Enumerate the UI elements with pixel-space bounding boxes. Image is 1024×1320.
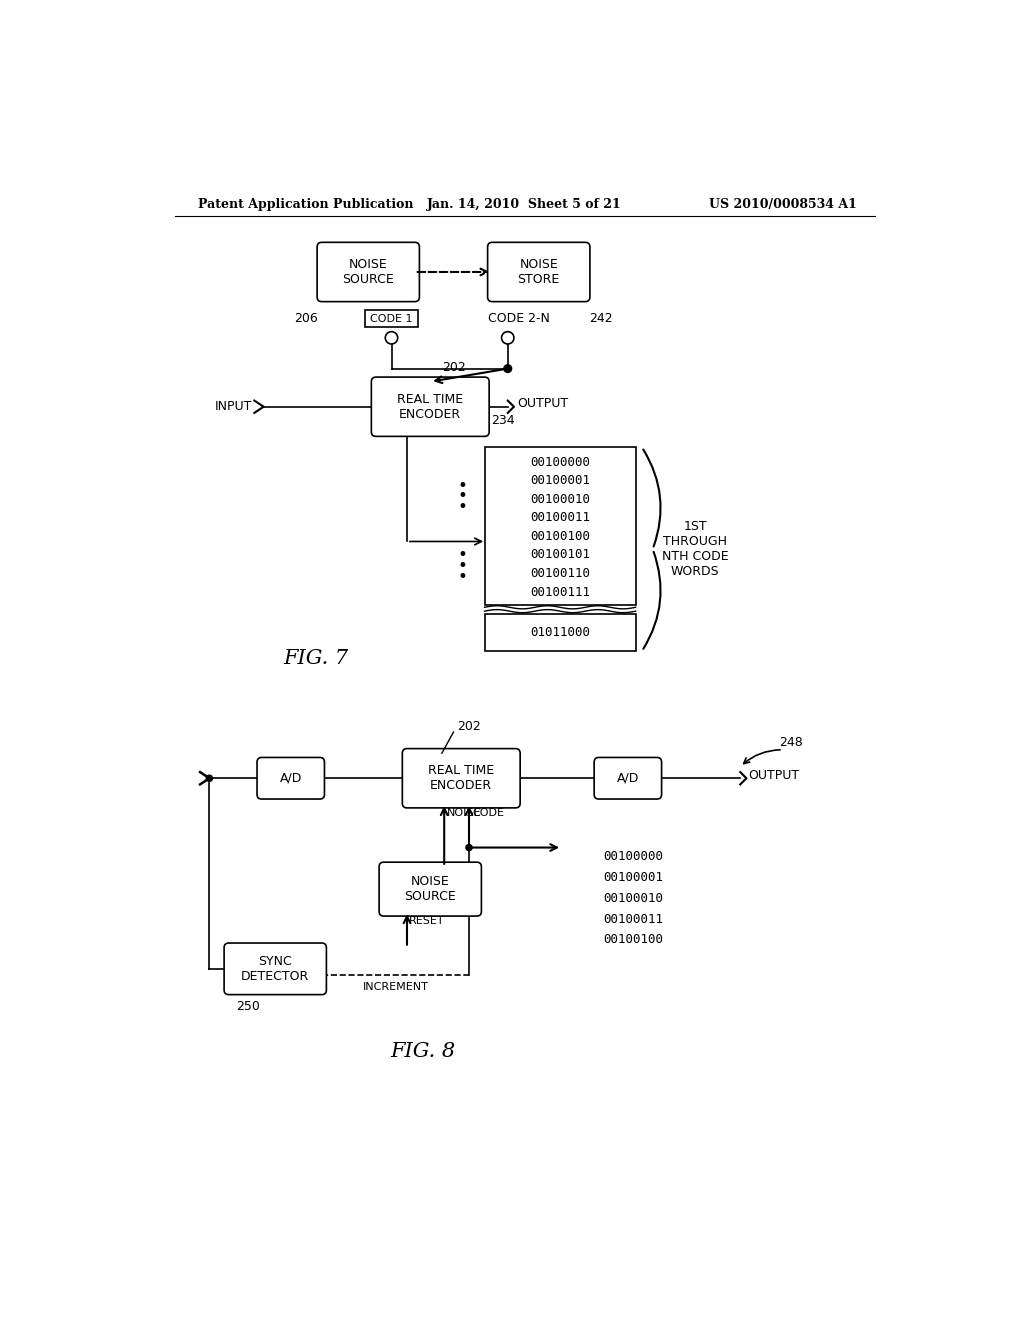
Text: SYNC
DETECTOR: SYNC DETECTOR [241, 954, 309, 983]
Text: •: • [458, 477, 468, 495]
Text: 00100000: 00100000 [604, 850, 664, 863]
Text: 00100100: 00100100 [530, 529, 590, 543]
Text: A/D: A/D [280, 772, 302, 785]
Text: OUTPUT: OUTPUT [517, 397, 568, 411]
Bar [484, 614, 636, 651]
Text: OUTPUT: OUTPUT [748, 768, 799, 781]
Text: REAL TIME
ENCODER: REAL TIME ENCODER [428, 764, 495, 792]
Text: 00100110: 00100110 [530, 566, 590, 579]
Text: •: • [458, 498, 468, 516]
Text: FIG. 7: FIG. 7 [283, 649, 348, 668]
Text: 00100100: 00100100 [604, 933, 664, 946]
Circle shape [385, 331, 397, 345]
FancyBboxPatch shape [487, 243, 590, 302]
Text: 206: 206 [294, 312, 317, 325]
Text: NOISE
SOURCE: NOISE SOURCE [342, 257, 394, 286]
FancyBboxPatch shape [224, 942, 327, 995]
Text: 00100001: 00100001 [604, 871, 664, 884]
Text: 00100010: 00100010 [604, 892, 664, 906]
Text: •: • [458, 487, 468, 506]
Text: 00100011: 00100011 [530, 511, 590, 524]
Text: NOISE
STORE: NOISE STORE [517, 257, 560, 286]
Text: RESET: RESET [410, 916, 445, 925]
Text: 01011000: 01011000 [530, 626, 590, 639]
Text: NOISE
SOURCE: NOISE SOURCE [404, 875, 456, 903]
Circle shape [504, 364, 512, 372]
Text: Patent Application Publication: Patent Application Publication [198, 198, 414, 211]
Text: 00100111: 00100111 [530, 586, 590, 598]
Text: 202: 202 [458, 721, 481, 733]
Text: 00100101: 00100101 [530, 548, 590, 561]
Text: •: • [458, 546, 468, 564]
FancyBboxPatch shape [257, 758, 325, 799]
FancyBboxPatch shape [372, 378, 489, 437]
Text: 250: 250 [237, 1001, 260, 1014]
Text: 00100000: 00100000 [530, 455, 590, 469]
Text: 00100010: 00100010 [530, 492, 590, 506]
Text: 248: 248 [779, 735, 803, 748]
Text: US 2010/0008534 A1: US 2010/0008534 A1 [709, 198, 856, 211]
Text: 00100001: 00100001 [530, 474, 590, 487]
Text: •: • [458, 568, 468, 586]
FancyBboxPatch shape [402, 748, 520, 808]
Text: CODE: CODE [472, 808, 504, 817]
FancyBboxPatch shape [317, 243, 420, 302]
Circle shape [206, 775, 212, 781]
Text: A/D: A/D [616, 772, 639, 785]
Text: CODE 1: CODE 1 [371, 314, 413, 323]
FancyBboxPatch shape [594, 758, 662, 799]
Text: CODE 2-N: CODE 2-N [488, 312, 550, 325]
Text: INPUT: INPUT [215, 400, 252, 413]
Bar [484, 447, 636, 605]
Text: 242: 242 [589, 312, 612, 325]
Text: 202: 202 [442, 362, 466, 375]
Circle shape [466, 845, 472, 850]
Text: 1ST
THROUGH
NTH CODE
WORDS: 1ST THROUGH NTH CODE WORDS [662, 520, 729, 578]
FancyBboxPatch shape [379, 862, 481, 916]
Text: INCREMENT: INCREMENT [362, 982, 428, 991]
Text: •: • [458, 557, 468, 574]
Text: 234: 234 [490, 414, 514, 428]
Bar [366, 310, 418, 327]
Text: 00100011: 00100011 [604, 912, 664, 925]
Circle shape [502, 331, 514, 345]
Text: NOISE: NOISE [446, 808, 481, 817]
Text: REAL TIME
ENCODER: REAL TIME ENCODER [397, 393, 463, 421]
Text: FIG. 8: FIG. 8 [390, 1041, 455, 1061]
Text: Jan. 14, 2010  Sheet 5 of 21: Jan. 14, 2010 Sheet 5 of 21 [427, 198, 623, 211]
